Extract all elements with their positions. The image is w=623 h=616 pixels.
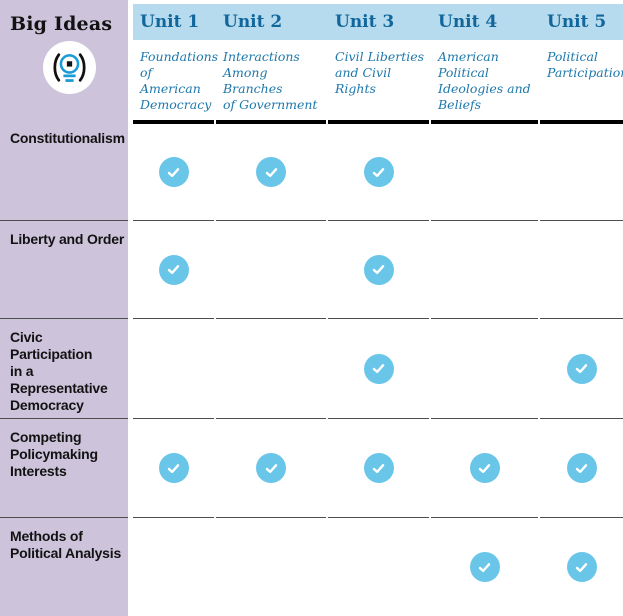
unit-4-label: Unit 4: [438, 12, 498, 32]
cell-constitutionalism-unit1: [133, 120, 214, 220]
cell-constitutionalism-unit2: [216, 120, 326, 220]
cell-liberty-unit2: [216, 220, 326, 318]
cell-competing-unit2: [216, 418, 326, 517]
check-icon: [566, 453, 597, 483]
cell-constitutionalism-unit5: [540, 120, 623, 220]
unit-1-title: Foundations of American Democracy: [140, 49, 219, 112]
unit-2-title: Interactions Among Branches of Governmen…: [223, 49, 318, 112]
big-ideas-header: Big Ideas: [0, 0, 128, 120]
check-icon: [158, 157, 189, 187]
unit-3-title: Civil Liberties and Civil Rights: [335, 49, 425, 96]
cell-competing-unit1: [133, 418, 214, 517]
cell-methods-unit3: [328, 517, 429, 616]
unit-header-band: [133, 4, 623, 40]
check-icon: [256, 157, 286, 187]
check-icon: [158, 254, 189, 285]
unit-5-label: Unit 5: [547, 12, 607, 32]
cell-competing-unit4: [431, 418, 538, 517]
check-icon: [158, 453, 189, 483]
cell-civic-unit5: [540, 318, 623, 418]
cell-constitutionalism-unit4: [431, 120, 538, 220]
big-idea-constitutionalism: Constitutionalism: [0, 120, 128, 220]
check-icon: [363, 453, 394, 483]
big-idea-liberty-and-order: Liberty and Order: [0, 220, 128, 318]
cell-competing-unit3: [328, 418, 429, 517]
big-idea-methods-analysis: Methods of Political Analysis: [0, 517, 128, 616]
cell-liberty-unit1: [133, 220, 214, 318]
check-icon: [256, 453, 286, 483]
cell-competing-unit5: [540, 418, 623, 517]
cell-methods-unit2: [216, 517, 326, 616]
cell-liberty-unit3: [328, 220, 429, 318]
cell-civic-unit4: [431, 318, 538, 418]
unit-3-label: Unit 3: [335, 12, 395, 32]
unit-5-title: Political Participation: [547, 49, 623, 80]
lightbulb-icon: [43, 41, 96, 94]
cell-liberty-unit4: [431, 220, 538, 318]
cell-civic-unit2: [216, 318, 326, 418]
cell-methods-unit5: [540, 517, 623, 616]
cell-civic-unit1: [133, 318, 214, 418]
unit-4-title: American Political Ideologies and Belief…: [438, 49, 531, 112]
big-idea-civic-participation: Civic Participation in a Representative …: [0, 318, 128, 418]
cell-methods-unit4: [431, 517, 538, 616]
check-icon: [566, 353, 597, 384]
unit-2-label: Unit 2: [223, 12, 283, 32]
big-idea-competing-policymaking: Competing Policymaking Interests: [0, 418, 128, 517]
unit-1-label: Unit 1: [140, 12, 200, 32]
check-icon: [469, 552, 500, 582]
cell-liberty-unit5: [540, 220, 623, 318]
check-icon: [566, 552, 597, 582]
check-icon: [469, 453, 500, 483]
check-icon: [363, 254, 394, 285]
cell-methods-unit1: [133, 517, 214, 616]
check-icon: [363, 353, 394, 384]
big-ideas-title: Big Ideas: [10, 13, 113, 35]
check-icon: [363, 157, 394, 187]
cell-constitutionalism-unit3: [328, 120, 429, 220]
cell-civic-unit3: [328, 318, 429, 418]
